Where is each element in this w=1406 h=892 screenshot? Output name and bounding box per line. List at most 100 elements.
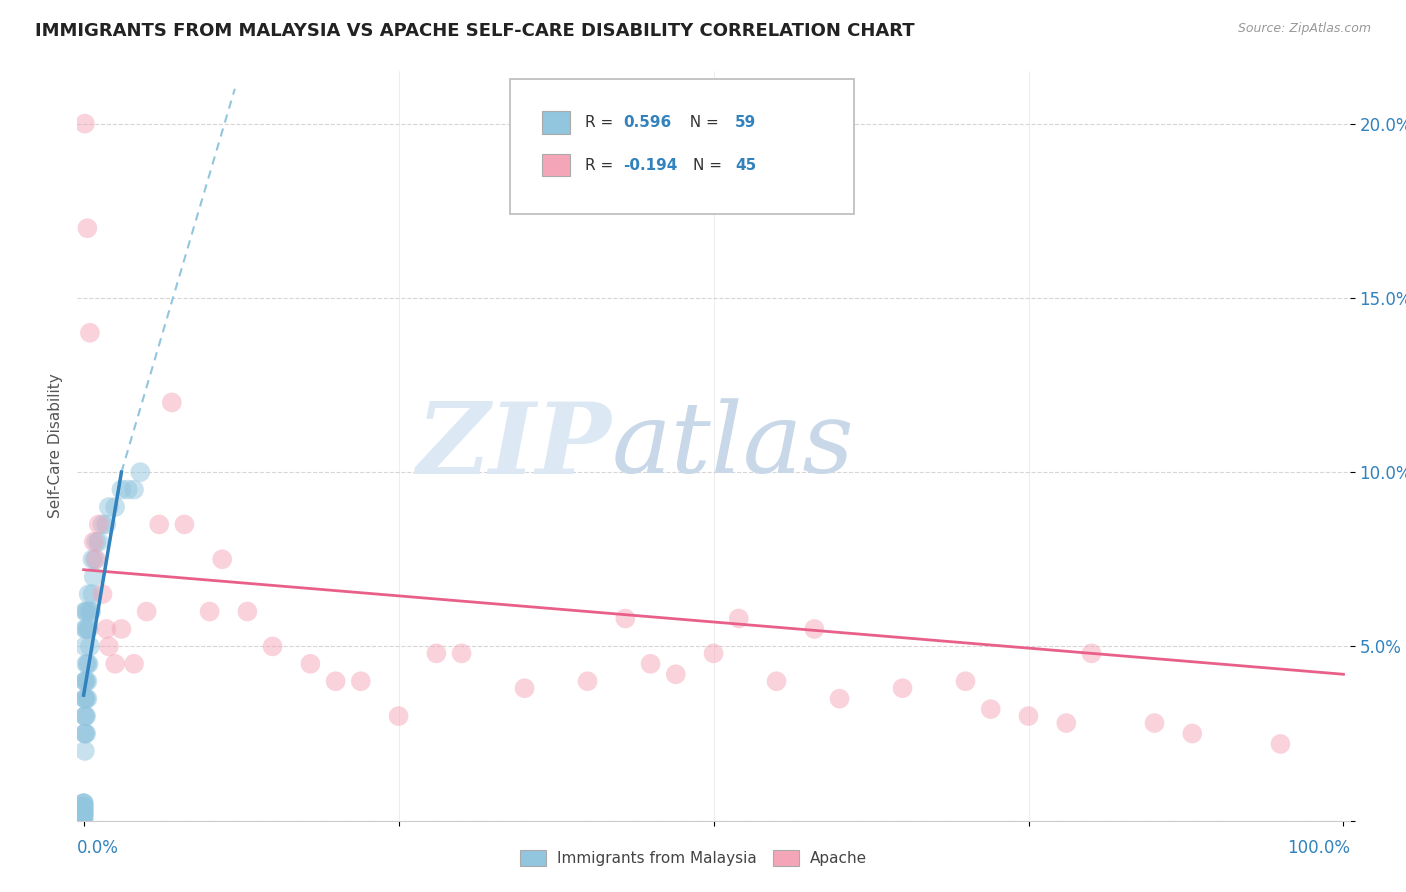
Point bbox=[73, 117, 96, 131]
Point bbox=[76, 605, 98, 619]
Point bbox=[72, 803, 94, 817]
Point bbox=[614, 611, 637, 625]
Point bbox=[73, 691, 96, 706]
Point bbox=[73, 674, 96, 689]
Point bbox=[75, 657, 97, 671]
FancyBboxPatch shape bbox=[510, 78, 853, 214]
FancyBboxPatch shape bbox=[541, 153, 569, 177]
Point bbox=[765, 674, 787, 689]
Point bbox=[75, 605, 97, 619]
Point bbox=[727, 611, 749, 625]
Point bbox=[665, 667, 688, 681]
Point bbox=[387, 709, 409, 723]
Point bbox=[91, 517, 114, 532]
Point bbox=[76, 221, 98, 235]
Point bbox=[83, 570, 105, 584]
Point bbox=[80, 605, 103, 619]
Text: R =: R = bbox=[585, 115, 619, 130]
Text: atlas: atlas bbox=[612, 399, 855, 493]
Point bbox=[76, 657, 98, 671]
Point bbox=[76, 674, 98, 689]
Point bbox=[84, 552, 107, 566]
Point bbox=[75, 709, 97, 723]
Point bbox=[1018, 709, 1040, 723]
Point bbox=[72, 799, 94, 814]
Point bbox=[72, 796, 94, 810]
Point bbox=[350, 674, 373, 689]
Point bbox=[73, 709, 96, 723]
Point bbox=[72, 803, 94, 817]
Point bbox=[122, 657, 145, 671]
Point bbox=[148, 517, 170, 532]
Point bbox=[73, 674, 96, 689]
Point bbox=[84, 534, 107, 549]
Point bbox=[73, 691, 96, 706]
Point bbox=[72, 799, 94, 814]
Point bbox=[299, 657, 322, 671]
Point bbox=[73, 709, 96, 723]
Point bbox=[828, 691, 851, 706]
Point bbox=[703, 646, 725, 660]
Text: 0.596: 0.596 bbox=[623, 115, 672, 130]
Point bbox=[425, 646, 447, 660]
Point bbox=[76, 622, 98, 636]
Point bbox=[1080, 646, 1102, 660]
Point bbox=[96, 622, 118, 636]
Text: 100.0%: 100.0% bbox=[1286, 839, 1350, 857]
Point bbox=[1143, 716, 1166, 731]
Text: IMMIGRANTS FROM MALAYSIA VS APACHE SELF-CARE DISABILITY CORRELATION CHART: IMMIGRANTS FROM MALAYSIA VS APACHE SELF-… bbox=[35, 22, 915, 40]
Point bbox=[160, 395, 183, 409]
Point bbox=[97, 500, 120, 514]
Text: 0.0%: 0.0% bbox=[77, 839, 120, 857]
Point bbox=[73, 726, 96, 740]
Point bbox=[104, 500, 127, 514]
Point bbox=[84, 552, 107, 566]
Point bbox=[110, 622, 132, 636]
Point bbox=[72, 799, 94, 814]
Point bbox=[82, 587, 104, 601]
Text: R =: R = bbox=[585, 158, 619, 172]
Point bbox=[73, 744, 96, 758]
Point bbox=[82, 552, 104, 566]
Point bbox=[73, 726, 96, 740]
Point bbox=[72, 803, 94, 817]
Point bbox=[117, 483, 139, 497]
Point bbox=[87, 534, 110, 549]
Point bbox=[450, 646, 472, 660]
Text: N =: N = bbox=[681, 115, 724, 130]
Y-axis label: Self-Care Disability: Self-Care Disability bbox=[48, 374, 63, 518]
Point bbox=[1054, 716, 1077, 731]
Text: Source: ZipAtlas.com: Source: ZipAtlas.com bbox=[1237, 22, 1371, 36]
Point bbox=[77, 622, 100, 636]
Point bbox=[803, 622, 825, 636]
Point bbox=[79, 640, 101, 654]
Point bbox=[87, 517, 110, 532]
Point bbox=[576, 674, 599, 689]
Point bbox=[1270, 737, 1292, 751]
Point bbox=[640, 657, 662, 671]
Point bbox=[75, 674, 97, 689]
Point bbox=[73, 640, 96, 654]
Point bbox=[75, 622, 97, 636]
Point bbox=[77, 657, 100, 671]
Point bbox=[262, 640, 284, 654]
Point bbox=[211, 552, 233, 566]
Text: -0.194: -0.194 bbox=[623, 158, 678, 172]
FancyBboxPatch shape bbox=[541, 112, 569, 134]
Point bbox=[73, 622, 96, 636]
Text: Immigrants from Malaysia: Immigrants from Malaysia bbox=[557, 851, 756, 865]
Point bbox=[72, 810, 94, 824]
Point bbox=[122, 483, 145, 497]
Point bbox=[513, 681, 536, 696]
Point bbox=[104, 657, 127, 671]
Text: 45: 45 bbox=[735, 158, 756, 172]
Point bbox=[72, 806, 94, 821]
Point bbox=[83, 534, 105, 549]
Point bbox=[173, 517, 195, 532]
Point bbox=[72, 810, 94, 824]
Point bbox=[325, 674, 347, 689]
Point bbox=[77, 587, 100, 601]
Point bbox=[96, 517, 118, 532]
Point bbox=[72, 796, 94, 810]
Point bbox=[73, 605, 96, 619]
